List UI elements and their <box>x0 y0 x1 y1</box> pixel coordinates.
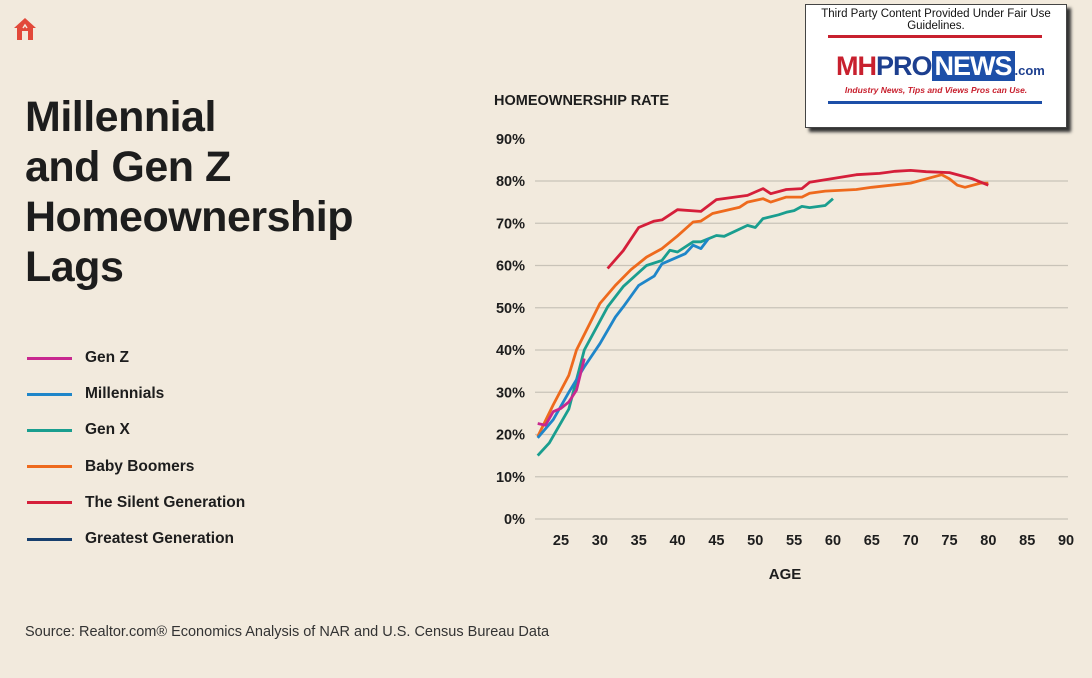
series-line-the-silent-generation <box>606 168 989 270</box>
title-line: Homeownership <box>25 193 354 241</box>
x-tick-label: 60 <box>825 533 841 549</box>
legend-item: Gen Z <box>27 340 245 376</box>
series-line-millennials <box>536 237 710 439</box>
x-tick-label: 30 <box>592 533 608 549</box>
y-tick-label: 70% <box>496 216 525 232</box>
legend-swatch <box>27 356 72 360</box>
series-line-gen-z <box>537 358 586 427</box>
logo-news: NEWS <box>931 51 1015 81</box>
legend-item: The Silent Generation <box>27 485 245 521</box>
chart-legend: Gen Z Millennials Gen X Baby Boomers The Sil… <box>27 340 245 557</box>
logo-pro: PRO <box>876 51 933 81</box>
legend-swatch <box>27 501 72 505</box>
legend-label: Millennials <box>85 385 165 403</box>
y-tick-label: 10% <box>496 470 525 486</box>
legend-item: Greatest Generation <box>27 521 245 557</box>
page-title: Millennial and Gen Z Homeownership Lags <box>25 92 354 292</box>
y-tick-label: 40% <box>496 343 525 359</box>
y-tick-label: 20% <box>496 428 525 444</box>
x-tick-label: 70 <box>903 533 919 549</box>
x-tick-label: 35 <box>631 533 647 549</box>
legend-swatch <box>27 465 72 469</box>
fair-use-text: Third Party Content Provided Under Fair … <box>821 8 1051 32</box>
y-tick-label: 80% <box>496 174 525 190</box>
legend-swatch <box>27 537 72 541</box>
legend-item: Baby Boomers <box>27 449 245 485</box>
y-tick-label: 90% <box>496 132 525 148</box>
x-tick-label: 65 <box>864 533 880 549</box>
legend-item: Millennials <box>27 376 245 412</box>
legend-label: Gen Z <box>85 349 129 367</box>
x-tick-label: 90 <box>1058 533 1074 549</box>
y-tick-label: 30% <box>496 385 525 401</box>
logo-mh: MH <box>836 51 877 81</box>
title-line: Lags <box>25 243 124 291</box>
fair-use-badge: Third Party Content Provided Under Fair … <box>805 4 1067 128</box>
title-line: Millennial <box>25 93 216 141</box>
x-tick-label: 55 <box>786 533 802 549</box>
series-line-baby-boomers <box>536 173 989 438</box>
x-axis-label: AGE <box>769 566 802 583</box>
mhpronews-logo: MHPRO NEWS .com <box>836 51 1045 82</box>
legend-swatch <box>27 392 72 396</box>
x-tick-label: 80 <box>980 533 996 549</box>
chart-title: HOMEOWNERSHIP RATE <box>494 93 669 109</box>
legend-item: Gen X <box>27 412 245 448</box>
y-tick-label: 60% <box>496 259 525 275</box>
y-tick-label: 0% <box>504 512 525 528</box>
x-tick-label: 25 <box>553 533 569 549</box>
x-tick-label: 40 <box>669 533 685 549</box>
logo-tagline: Industry News, Tips and Views Pros can U… <box>844 85 1028 95</box>
legend-label: Greatest Generation <box>85 530 235 548</box>
logo-bottom-rule <box>828 101 1042 104</box>
home-icon[interactable] <box>12 16 38 42</box>
legend-label: Gen X <box>85 421 130 439</box>
source-note: Source: Realtor.com® Economics Analysis … <box>25 624 550 640</box>
legend-swatch <box>27 428 72 432</box>
logo-com: .com <box>1014 63 1045 78</box>
legend-label: Baby Boomers <box>85 457 195 475</box>
title-line: and Gen Z <box>25 143 231 191</box>
x-tick-label: 45 <box>708 533 724 549</box>
series-line-gen-x <box>536 197 834 457</box>
logo-top-rule <box>828 35 1042 38</box>
legend-label: The Silent Generation <box>85 493 246 511</box>
x-tick-label: 85 <box>1019 533 1035 549</box>
x-tick-label: 75 <box>941 533 957 549</box>
y-tick-label: 50% <box>496 301 525 317</box>
x-tick-label: 50 <box>747 533 763 549</box>
